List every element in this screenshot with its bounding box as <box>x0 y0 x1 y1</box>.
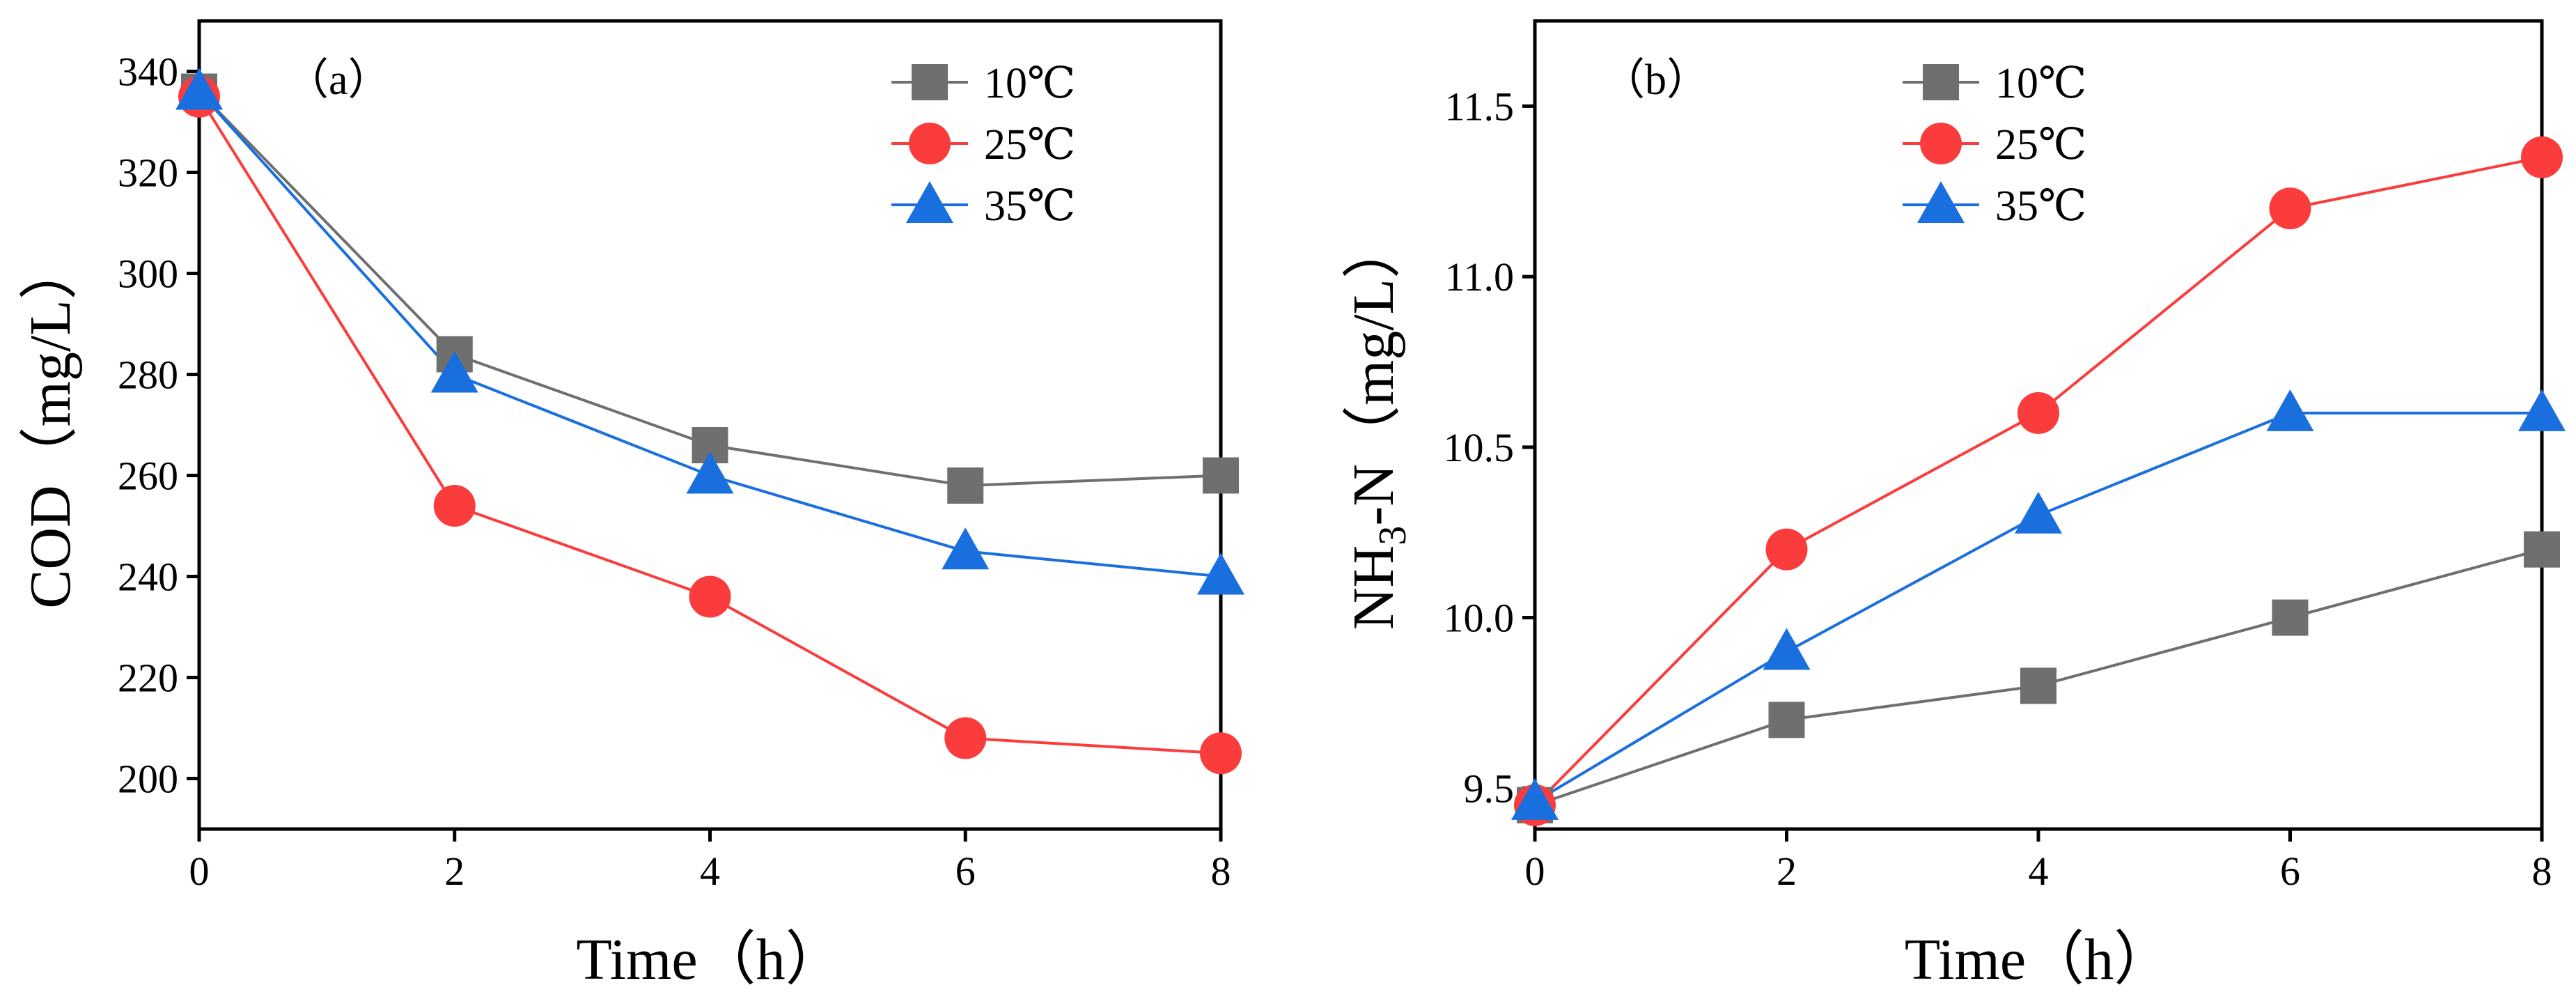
data-point <box>2015 491 2062 534</box>
y-tick-label: 10.0 <box>1444 596 1515 641</box>
x-tick-label: 2 <box>444 849 465 894</box>
legend-label: 25℃ <box>984 121 1075 169</box>
data-point <box>175 68 223 110</box>
data-point <box>433 485 476 527</box>
x-tick-label: 0 <box>189 849 210 894</box>
x-tick-label: 4 <box>2029 849 2049 894</box>
legend-marker <box>1920 123 1962 164</box>
data-point <box>947 467 984 504</box>
y-tick-label: 220 <box>118 656 178 701</box>
x-tick-label: 6 <box>2280 849 2300 894</box>
legend-marker <box>1923 64 1959 100</box>
data-point <box>1197 552 1244 595</box>
y-tick-label: 340 <box>118 49 178 95</box>
data-point <box>944 717 987 759</box>
legend-label: 10℃ <box>984 60 1075 107</box>
data-point <box>1763 628 1811 670</box>
data-point <box>1765 528 1808 571</box>
y-tick-label: 300 <box>118 252 178 297</box>
y-tick-label: 320 <box>118 150 178 196</box>
data-point <box>689 575 731 618</box>
legend-marker <box>912 64 948 100</box>
y-tick-label: 260 <box>118 454 178 499</box>
x-tick-label: 6 <box>955 849 976 894</box>
data-point <box>2266 389 2314 431</box>
data-point <box>2521 136 2563 178</box>
data-point <box>2272 599 2309 636</box>
y-axis-title: NH3-N（mg/L） <box>1341 220 1414 630</box>
legend-label: 35℃ <box>1995 183 2086 230</box>
y-tick-label: 240 <box>118 555 178 600</box>
y-tick-label: 11.0 <box>1445 254 1514 300</box>
data-point <box>430 350 478 393</box>
series-line <box>1533 155 2543 807</box>
y-tick-label: 11.5 <box>1445 84 1514 129</box>
x-tick-label: 4 <box>700 849 720 894</box>
x-tick-label: 8 <box>1211 849 1231 894</box>
data-point <box>1203 457 1239 494</box>
data-point <box>1511 777 1559 820</box>
cod-chart-panel: 0 2 4 6 8 200 220 240 260 280 300 320 340 Time（h） COD（… <box>18 19 1244 992</box>
y-tick-label: 10.5 <box>1444 425 1515 470</box>
data-point <box>2269 187 2311 230</box>
legend-marker <box>1917 181 1965 223</box>
x-axis-title: Time（h） <box>1905 927 2172 992</box>
data-point <box>2020 667 2056 704</box>
y-axis-title: COD（mg/L） <box>18 241 83 608</box>
series-line <box>1533 411 2542 803</box>
x-tick-label: 8 <box>2532 849 2552 894</box>
data-point <box>1768 702 1805 738</box>
x-tick-label: 0 <box>1525 849 1545 894</box>
legend-marker <box>909 123 951 164</box>
ammonia-chart-panel: 0 2 4 6 8 9.5 10.0 10.5 11.0 11.5 Time（h） NH3-N（mg/… <box>1341 19 2566 992</box>
data-point <box>2017 392 2059 434</box>
x-tick-label: 2 <box>1777 849 1797 894</box>
data-point <box>2524 531 2560 568</box>
y-tick-label: 280 <box>118 353 178 398</box>
legend-marker <box>906 181 953 223</box>
data-point <box>2518 389 2566 431</box>
legend-label: 25℃ <box>1995 121 2086 169</box>
legend-label: 10℃ <box>1995 60 2086 107</box>
data-point <box>1200 732 1242 775</box>
panel-label: （b） <box>1602 56 1710 104</box>
legend-label: 35℃ <box>984 183 1075 230</box>
x-axis-title: Time（h） <box>576 927 843 992</box>
data-point <box>686 451 734 494</box>
panel-label: （a） <box>286 56 391 104</box>
data-point <box>942 527 990 570</box>
y-tick-label: 9.5 <box>1464 766 1515 811</box>
y-tick-label: 200 <box>118 757 178 802</box>
